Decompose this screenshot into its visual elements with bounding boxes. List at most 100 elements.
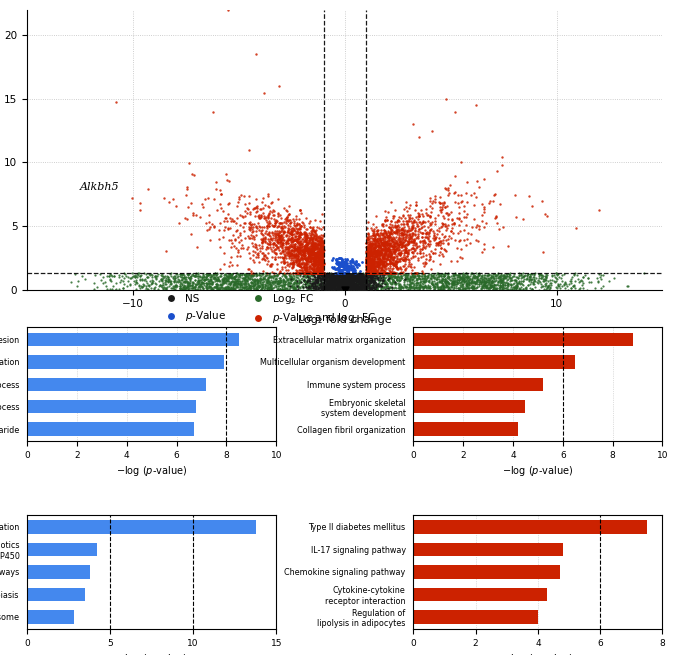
Point	[246, 219, 257, 230]
Point	[438, 234, 449, 245]
Point	[361, 268, 372, 278]
Point	[368, 253, 379, 264]
Point	[113, 284, 124, 295]
Point	[320, 284, 331, 294]
Point	[197, 272, 208, 282]
Point	[313, 254, 324, 265]
Point	[312, 273, 323, 284]
Point	[366, 240, 377, 250]
Point	[285, 229, 296, 239]
Point	[256, 242, 267, 253]
Point	[480, 281, 491, 291]
Point	[332, 274, 343, 285]
Point	[312, 263, 323, 273]
Point	[291, 278, 301, 288]
Point	[347, 273, 358, 284]
Point	[191, 242, 202, 252]
Point	[462, 278, 473, 289]
Point	[219, 274, 230, 285]
Point	[225, 269, 236, 280]
Point	[223, 273, 234, 284]
Point	[287, 236, 298, 246]
Point	[529, 272, 540, 282]
Point	[375, 282, 386, 292]
Point	[327, 282, 338, 292]
Point	[291, 278, 301, 289]
Point	[337, 270, 347, 280]
Point	[298, 282, 309, 292]
Point	[420, 271, 431, 282]
Point	[341, 259, 352, 269]
Point	[481, 270, 492, 280]
Point	[368, 251, 379, 261]
Point	[369, 267, 380, 277]
Point	[513, 271, 524, 281]
Point	[353, 277, 364, 288]
Point	[368, 255, 379, 265]
Point	[316, 270, 327, 280]
Point	[410, 240, 420, 250]
Point	[273, 238, 284, 249]
Point	[335, 273, 346, 284]
Point	[272, 281, 283, 291]
Point	[341, 269, 352, 279]
Point	[332, 269, 343, 279]
Point	[339, 259, 350, 270]
Point	[413, 255, 424, 265]
Point	[397, 234, 408, 244]
Point	[371, 262, 382, 272]
Point	[408, 273, 418, 284]
Point	[378, 260, 389, 271]
Point	[302, 230, 313, 240]
Point	[274, 232, 285, 242]
Point	[254, 257, 264, 267]
Point	[417, 222, 428, 233]
Point	[314, 271, 324, 282]
Point	[369, 268, 380, 278]
Point	[536, 270, 547, 280]
Point	[228, 230, 239, 240]
Point	[409, 244, 420, 254]
Point	[377, 268, 388, 278]
Point	[314, 263, 325, 273]
Point	[535, 282, 546, 293]
Point	[236, 276, 247, 286]
Point	[521, 273, 531, 284]
Point	[244, 222, 255, 233]
Point	[314, 279, 324, 290]
Point	[502, 284, 513, 294]
Point	[347, 267, 358, 277]
Point	[304, 249, 314, 259]
Point	[384, 228, 395, 238]
Point	[341, 274, 352, 284]
Point	[409, 272, 420, 282]
Point	[286, 278, 297, 288]
Point	[339, 278, 349, 288]
Point	[370, 246, 381, 256]
Point	[334, 275, 345, 286]
Point	[339, 272, 349, 283]
Point	[352, 284, 363, 295]
Point	[379, 260, 390, 271]
Point	[423, 269, 434, 280]
Point	[329, 278, 340, 288]
Point	[361, 237, 372, 248]
Point	[295, 231, 306, 242]
Point	[333, 274, 343, 284]
Point	[305, 282, 316, 293]
Point	[162, 274, 173, 284]
Point	[367, 276, 378, 286]
Point	[343, 279, 354, 290]
Point	[354, 278, 365, 289]
Point	[344, 280, 355, 290]
Point	[393, 239, 404, 250]
Point	[369, 268, 380, 278]
Point	[229, 276, 240, 287]
Point	[362, 268, 372, 278]
Point	[289, 277, 299, 288]
Point	[390, 278, 401, 288]
Point	[256, 210, 266, 221]
Point	[305, 234, 316, 244]
Point	[433, 272, 444, 282]
Point	[282, 256, 293, 267]
